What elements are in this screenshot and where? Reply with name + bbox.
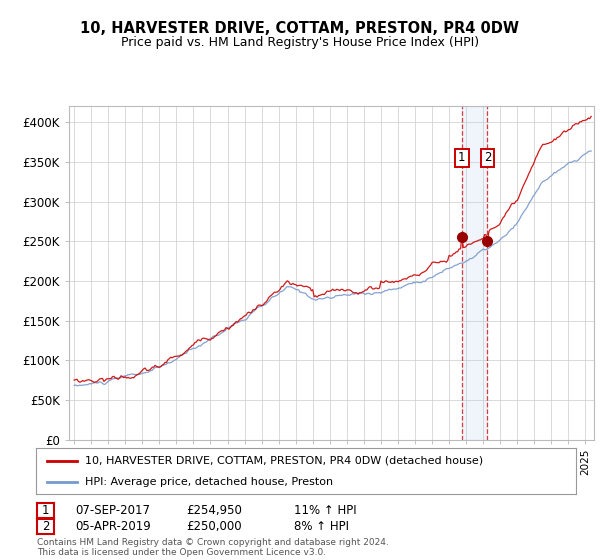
Bar	[462, 106, 487, 440]
Text: 05-APR-2019: 05-APR-2019	[75, 520, 151, 533]
Text: HPI: Average price, detached house, Preston: HPI: Average price, detached house, Pres…	[85, 478, 333, 487]
Text: Price paid vs. HM Land Registry's House Price Index (HPI): Price paid vs. HM Land Registry's House …	[121, 36, 479, 49]
Text: 07-SEP-2017: 07-SEP-2017	[75, 504, 150, 517]
Text: 1: 1	[458, 151, 466, 165]
Text: 11% ↑ HPI: 11% ↑ HPI	[294, 504, 356, 517]
Text: 2: 2	[484, 151, 491, 165]
Text: 10, HARVESTER DRIVE, COTTAM, PRESTON, PR4 0DW: 10, HARVESTER DRIVE, COTTAM, PRESTON, PR…	[80, 21, 520, 36]
Text: 10, HARVESTER DRIVE, COTTAM, PRESTON, PR4 0DW (detached house): 10, HARVESTER DRIVE, COTTAM, PRESTON, PR…	[85, 456, 483, 466]
Text: £254,950: £254,950	[186, 504, 242, 517]
Text: 2: 2	[42, 520, 49, 533]
Text: £250,000: £250,000	[186, 520, 242, 533]
Text: 8% ↑ HPI: 8% ↑ HPI	[294, 520, 349, 533]
Text: Contains HM Land Registry data © Crown copyright and database right 2024.
This d: Contains HM Land Registry data © Crown c…	[37, 538, 389, 557]
Text: 1: 1	[42, 504, 49, 517]
